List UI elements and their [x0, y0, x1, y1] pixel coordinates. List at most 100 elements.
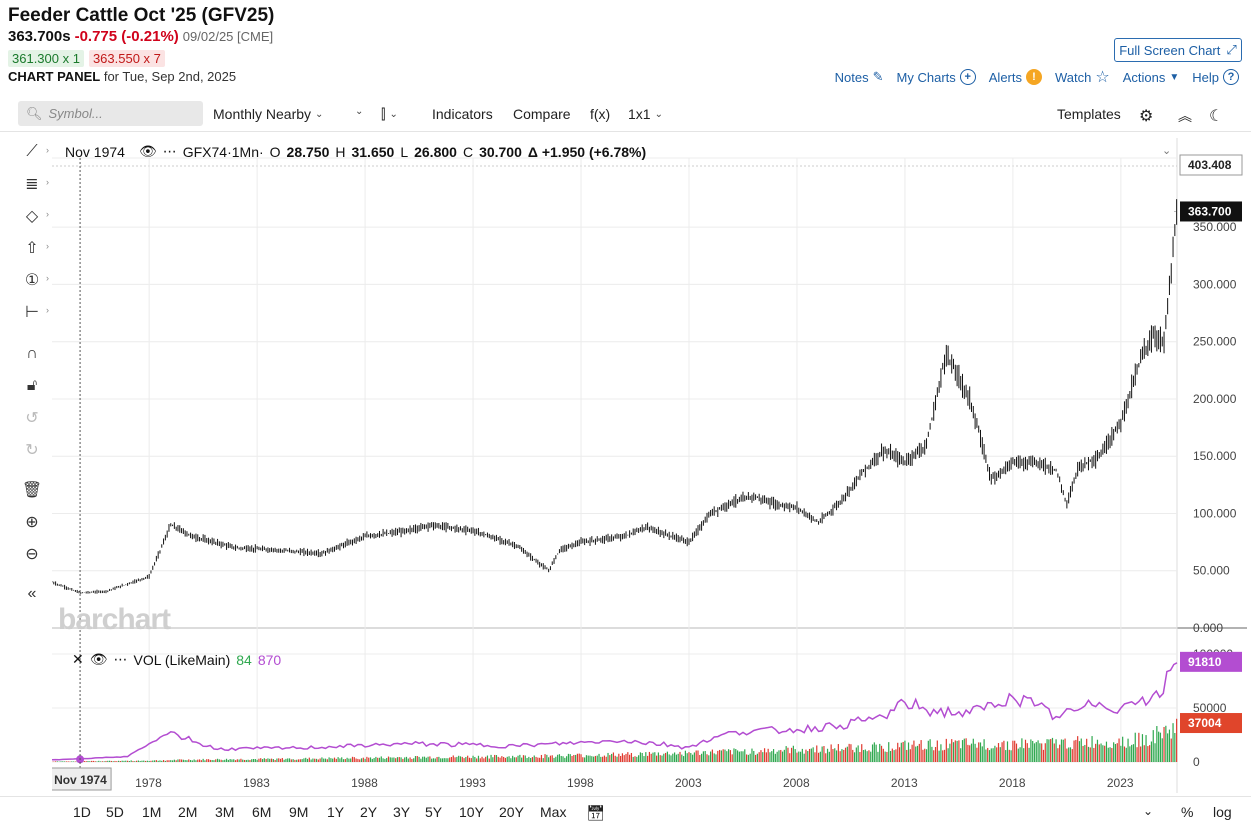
full-screen-chart-button[interactable]: Full Screen Chart ⤢ [1114, 38, 1242, 62]
range-1y[interactable]: 1Y [327, 804, 345, 820]
volume-bar [513, 757, 516, 762]
legend-close: 30.700 [479, 143, 522, 160]
range-max[interactable]: Max [540, 804, 567, 820]
fibonacci-tool-icon[interactable]: ≣ › [25, 176, 49, 193]
volume-bar [206, 759, 208, 762]
collapse-up-icon[interactable]: ︽ [1178, 108, 1192, 124]
period-caret[interactable]: ⌄ [355, 106, 363, 117]
more-icon[interactable]: ⋯ [113, 651, 128, 667]
range-20y[interactable]: 20Y [499, 804, 524, 820]
eye-icon[interactable]: 👁︎ [138, 143, 157, 159]
volume-bar [602, 756, 604, 762]
volume-bar [542, 758, 544, 762]
volume-bar [931, 746, 933, 762]
star-icon: ☆ [1095, 69, 1110, 86]
volume-bar [902, 741, 904, 762]
range-5y[interactable]: 5Y [425, 804, 443, 820]
log-toggle[interactable]: log [1213, 804, 1232, 820]
range-3m[interactable]: 3M [215, 804, 235, 820]
range-1d[interactable]: 1D [73, 804, 91, 820]
measure-tool-icon[interactable]: ⊢ › [25, 304, 49, 321]
layout-label: 1x1 [628, 106, 651, 122]
dark-mode-moon-icon[interactable]: ☾ [1209, 108, 1224, 125]
percent-toggle[interactable]: % [1181, 804, 1194, 820]
volume-bar [686, 753, 688, 762]
annotation-tool-icon[interactable]: ① › [24, 272, 49, 289]
layout-dropdown[interactable]: 1x1 ⌄ [628, 106, 663, 122]
volume-legend: ✕ 👁︎ ⋯ VOL (LikeMain) 84 870 [72, 651, 281, 668]
volume-bar [738, 751, 740, 762]
trash-icon[interactable]: 🗑︎ [21, 482, 43, 499]
volume-bar [1141, 734, 1144, 762]
range-10y[interactable]: 10Y [459, 804, 484, 820]
arrow-tool-icon[interactable]: ⇧ › [25, 240, 49, 257]
volume-bar [422, 756, 424, 762]
volume-bar [200, 760, 202, 762]
volume-bar [461, 756, 463, 762]
period-dropdown[interactable]: Monthly Nearby ⌄ [213, 106, 323, 122]
notes-link[interactable]: Notes ✎ [835, 69, 884, 85]
volume-bar [308, 757, 310, 762]
my-charts-link[interactable]: My Charts + [897, 69, 976, 85]
help-link[interactable]: Help? [1192, 69, 1239, 85]
alerts-link[interactable]: Alerts! [989, 69, 1042, 85]
zoom-out-icon[interactable]: ⊖ [25, 546, 39, 563]
indicators-button[interactable]: Indicators [432, 106, 493, 122]
range-2y[interactable]: 2Y [360, 804, 378, 820]
volume-bar [315, 758, 318, 762]
range-5d[interactable]: 5D [106, 804, 124, 820]
volume-bar [1003, 740, 1005, 762]
undo-icon[interactable]: ↺ [25, 410, 39, 427]
shape-tool-icon[interactable]: ◇ › [25, 208, 49, 225]
watch-link[interactable]: Watch ☆ [1055, 67, 1110, 87]
volume-bar [1158, 731, 1160, 762]
function-button[interactable]: f(x) [590, 106, 611, 122]
volume-bar [1120, 745, 1122, 762]
range-9m[interactable]: 9M [289, 804, 309, 820]
volume-bar [1037, 740, 1039, 762]
legend-collapse-icon[interactable]: ⌄ [1162, 145, 1172, 157]
volume-bar [191, 760, 193, 762]
zoom-in-icon[interactable]: ⊕ [25, 514, 39, 531]
eye-icon[interactable]: 👁︎ [89, 651, 108, 667]
chart-type-button[interactable]: ⫿ ⌄ [381, 106, 398, 123]
volume-bar [1172, 723, 1174, 762]
volume-bar [328, 757, 330, 762]
volume-bar [672, 753, 674, 762]
compare-button[interactable]: Compare [513, 106, 571, 122]
volume-bar [864, 749, 866, 762]
volume-bar [1159, 732, 1162, 762]
volume-bar [1116, 743, 1118, 762]
more-icon[interactable]: ⋯ [162, 143, 177, 159]
volume-bar [729, 750, 731, 762]
volume-bar [922, 749, 924, 762]
volume-bar [562, 756, 564, 762]
volume-tick-label: 50000 [1193, 701, 1227, 715]
settings-gear-icon[interactable]: ⚙ [1139, 108, 1154, 125]
collapse-left-icon[interactable]: « [27, 585, 37, 602]
volume-bar [781, 751, 784, 762]
close-icon[interactable]: ✕ [72, 651, 84, 667]
templates-button[interactable]: Templates [1057, 106, 1121, 122]
volume-bar [375, 756, 377, 762]
line-tool-icon[interactable]: ⟋ › [26, 143, 49, 160]
volume-bar [771, 751, 773, 762]
calendar-icon[interactable]: 📅︎ [586, 805, 606, 822]
volume-bar [981, 746, 983, 762]
range-1m[interactable]: 1M [142, 804, 162, 820]
chevron-down-icon[interactable]: ⌄ [1143, 804, 1154, 818]
actions-menu[interactable]: Actions ▼ [1123, 70, 1180, 85]
symbol-search-input[interactable]: 🔍︎ Symbol... [18, 101, 203, 126]
redo-icon[interactable]: ↻ [25, 442, 39, 459]
volume-bar [233, 759, 235, 762]
volume-bar [575, 754, 577, 762]
range-3y[interactable]: 3Y [393, 804, 411, 820]
magnet-icon[interactable]: ∩ [26, 345, 38, 362]
edit-icon: ✎ [872, 69, 884, 84]
volume-bar [204, 760, 206, 762]
range-6m[interactable]: 6M [252, 804, 272, 820]
volume-bar [247, 759, 249, 762]
unlock-icon[interactable]: 🔓︎ [26, 377, 38, 394]
price-chart[interactable]: 350.000 300.000 250.000 200.000 150.000 100.0… [52, 138, 1247, 793]
range-2m[interactable]: 2M [178, 804, 198, 820]
